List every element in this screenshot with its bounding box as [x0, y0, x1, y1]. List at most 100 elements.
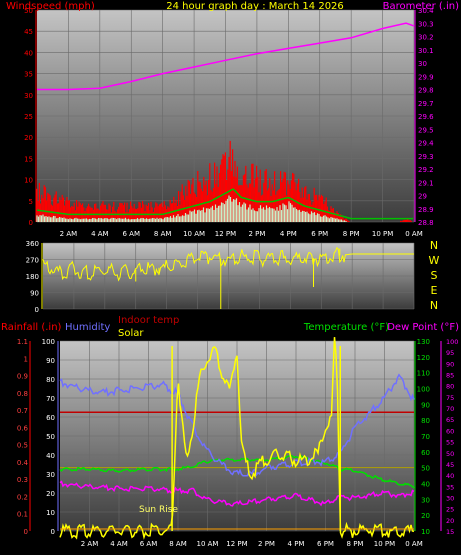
- solar-label: Solar: [118, 328, 144, 339]
- rainfall-axis-label: Rainfall (.in): [1, 322, 62, 333]
- rainfall-tick-label: 0.6: [17, 424, 29, 432]
- temperature-tick-label: 50: [421, 465, 430, 473]
- x-tick-label: 6 PM: [317, 540, 334, 548]
- windspeed-tick-label: 15: [24, 155, 33, 163]
- temperature-tick-label: 120: [417, 354, 430, 362]
- barometer-line: [37, 22, 415, 91]
- x-tick-label: 6 PM: [311, 230, 328, 238]
- dewpoint-tick-label: 45: [446, 461, 454, 469]
- dewpoint-tick-label: 15: [446, 528, 454, 536]
- humidity-tick-label: 20: [46, 490, 55, 498]
- humidity-axis-label: Humidity: [65, 322, 110, 333]
- x-tick-label: 2 AM: [60, 230, 78, 238]
- temperature-tick-label: 10: [421, 528, 430, 536]
- temperature-tick-label: 130: [417, 338, 430, 346]
- rainfall-tick-label: 0.1: [17, 511, 28, 519]
- dewpoint-axis-label: Dew Point (°F): [387, 322, 459, 333]
- direction-tick-label: 90: [30, 290, 39, 298]
- x-tick-label: 4 PM: [280, 230, 297, 238]
- x-tick-label: 10 AM: [197, 540, 219, 548]
- dewpoint-tick-label: 80: [446, 383, 454, 391]
- x-tick-label: 2 PM: [258, 540, 275, 548]
- rainfall-tick-label: 0.8: [17, 390, 28, 398]
- barometer-tick-label: 29.3: [418, 153, 434, 161]
- x-tick-label: 8 PM: [347, 540, 364, 548]
- barometer-axis-ticks: 28.8 28.9 29 29.1 29.2 29.3 29.4 29.5 29.6 29.7 29…: [414, 7, 434, 227]
- temperature-tick-label: 60: [421, 449, 430, 457]
- humidity-tick-label: 30: [46, 471, 55, 479]
- temperature-tick-label: 100: [417, 386, 430, 394]
- temperature-line: [59, 454, 415, 489]
- barometer-axis-label: Barometer (.in): [383, 1, 459, 12]
- windspeed-tick-label: 25: [24, 113, 33, 121]
- barometer-tick-label: 30.3: [418, 20, 434, 28]
- barometer-tick-label: 29.7: [418, 100, 434, 108]
- dewpoint-tick-label: 40: [446, 472, 454, 480]
- x-tick-label: 0 AM: [405, 540, 423, 548]
- windspeed-tick-label: 20: [24, 134, 33, 142]
- rainfall-tick-label: 0.5: [17, 442, 28, 450]
- dewpoint-tick-label: 50: [446, 450, 454, 458]
- x-tick-label: 0 AM: [405, 230, 423, 238]
- dewpoint-tick-label: 95: [446, 349, 454, 357]
- x-tick-label: 4 AM: [110, 540, 128, 548]
- rainfall-tick-label: 1.1: [17, 338, 28, 346]
- humidity-line: [59, 373, 415, 477]
- x-tick-label: 12 PM: [226, 540, 247, 548]
- sunrise-annotation: Sun Rise: [139, 505, 178, 515]
- dewpoint-tick-label: 75: [446, 394, 454, 402]
- barometer-tick-label: 29.8: [418, 87, 434, 95]
- x-tick-label: 8 PM: [343, 230, 360, 238]
- windspeed-tick-label: 30: [24, 92, 33, 100]
- wind-direction-line: [42, 246, 414, 282]
- barometer-tick-label: 30.4: [418, 7, 434, 15]
- x-tick-label: 2 AM: [81, 540, 99, 548]
- barometer-tick-label: 29.9: [418, 73, 434, 81]
- temp-humidity-x-ticks: 2 AM 4 AM 6 AM 8 AM 10 AM 12 PM 2 PM 4 PM 6 PM 8 …: [81, 540, 423, 548]
- compass-label: W: [429, 254, 440, 267]
- rainfall-tick-label: 0.9: [17, 373, 28, 381]
- barometer-tick-label: 29.5: [418, 126, 434, 134]
- temperature-tick-label: 70: [421, 433, 430, 441]
- barometer-tick-label: 29.6: [418, 113, 434, 121]
- dewpoint-tick-label: 100: [446, 338, 458, 346]
- humidity-tick-label: 80: [46, 376, 55, 384]
- barometer-tick-label: 30: [418, 60, 427, 68]
- dewpoint-tick-label: 30: [446, 494, 454, 502]
- windspeed-tick-label: 10: [24, 177, 33, 185]
- temperature-tick-label: 20: [421, 512, 430, 520]
- windspeed-tick-label: 0: [29, 219, 33, 227]
- x-tick-label: 4 AM: [91, 230, 109, 238]
- dewpoint-tick-label: 20: [446, 517, 454, 525]
- temp-humidity-series: [59, 337, 415, 540]
- humidity-tick-label: 40: [46, 452, 55, 460]
- temperature-tick-label: 40: [421, 481, 430, 489]
- chart-title: 24 hour graph day : March 14 2026: [166, 1, 344, 12]
- barometer-tick-label: 28.9: [418, 206, 434, 214]
- wind-direction-series: [42, 246, 414, 309]
- dewpoint-tick-label: 25: [446, 506, 454, 514]
- humidity-tick-label: 10: [46, 509, 55, 517]
- compass-label: E: [431, 284, 438, 297]
- windspeed-axis-ticks: 0 5 10 15 20 25 30 35 40 45 50: [24, 7, 37, 227]
- humidity-tick-label: 0: [51, 528, 55, 536]
- x-tick-label: 2 PM: [248, 230, 265, 238]
- compass-label: N: [430, 239, 438, 252]
- x-tick-label: 10 AM: [183, 230, 205, 238]
- indoor-temp-label: Indoor temp: [118, 315, 179, 326]
- x-tick-label: 10 PM: [374, 540, 395, 548]
- dewpoint-tick-label: 60: [446, 427, 454, 435]
- barometer-tick-label: 28.8: [418, 219, 434, 227]
- windspeed-tick-label: 45: [24, 28, 33, 36]
- wind-average-line: [36, 188, 413, 220]
- dewpoint-line: [59, 480, 415, 507]
- windspeed-tick-label: 5: [29, 198, 33, 206]
- barometer-tick-label: 29: [418, 193, 427, 201]
- wind-baro-grid: [37, 9, 415, 223]
- x-tick-label: 4 PM: [288, 540, 305, 548]
- windspeed-tick-label: 35: [24, 71, 33, 79]
